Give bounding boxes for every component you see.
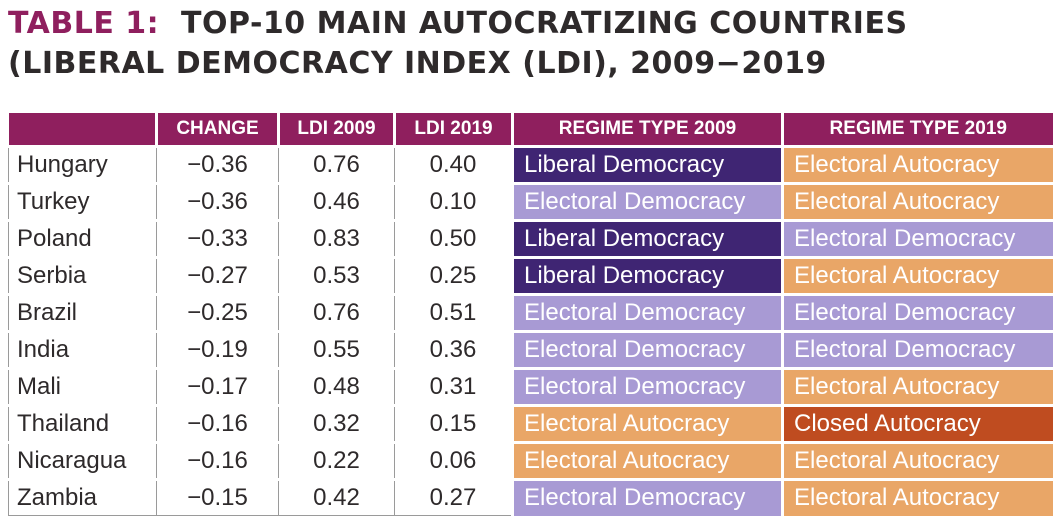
regime-2009-cell: Electoral Democracy bbox=[511, 182, 783, 221]
change-cell: −0.17 bbox=[156, 367, 279, 406]
table-row: Zambia −0.15 0.42 0.27 Electoral Democra… bbox=[8, 478, 1053, 516]
header-change: CHANGE bbox=[155, 113, 279, 147]
country-cell: Serbia bbox=[8, 256, 157, 295]
regime-2019-cell: Electoral Autocracy bbox=[781, 367, 1053, 406]
change-cell: −0.25 bbox=[156, 293, 279, 332]
table-title: TABLE 1: TOP-10 MAIN AUTOCRATIZING COUNT… bbox=[8, 4, 908, 84]
regime-2019-cell: Electoral Autocracy bbox=[781, 441, 1053, 480]
regime-2009-cell: Liberal Democracy bbox=[511, 145, 783, 184]
title-line-1: TABLE 1: TOP-10 MAIN AUTOCRATIZING COUNT… bbox=[8, 4, 908, 44]
country-cell: Brazil bbox=[8, 293, 157, 332]
ldi-2009-cell: 0.42 bbox=[278, 478, 395, 516]
ldi-2019-cell: 0.51 bbox=[394, 293, 513, 332]
country-cell: Turkey bbox=[8, 182, 157, 221]
ldi-2009-cell: 0.53 bbox=[278, 256, 395, 295]
country-cell: Mali bbox=[8, 367, 157, 406]
regime-2009-cell: Electoral Democracy bbox=[511, 293, 783, 332]
regime-2009-cell: Electoral Autocracy bbox=[511, 404, 783, 443]
ldi-2009-cell: 0.22 bbox=[278, 441, 395, 480]
table-number-label: TABLE 1: bbox=[8, 6, 160, 41]
change-cell: −0.36 bbox=[156, 145, 279, 184]
header-country bbox=[8, 113, 157, 147]
header-regime-2019: REGIME TYPE 2019 bbox=[781, 113, 1053, 147]
regime-2019-cell: Electoral Democracy bbox=[781, 330, 1053, 369]
table-row: Serbia −0.27 0.53 0.25 Liberal Democracy… bbox=[8, 256, 1053, 295]
ldi-2019-cell: 0.40 bbox=[394, 145, 513, 184]
table-row: Turkey −0.36 0.46 0.10 Electoral Democra… bbox=[8, 182, 1053, 221]
regime-2009-cell: Electoral Democracy bbox=[511, 367, 783, 406]
change-cell: −0.15 bbox=[156, 478, 279, 516]
change-cell: −0.16 bbox=[156, 441, 279, 480]
regime-2019-cell: Electoral Autocracy bbox=[781, 182, 1053, 221]
title-text-1: TOP-10 MAIN AUTOCRATIZING COUNTRIES bbox=[181, 6, 908, 41]
table-row: Hungary −0.36 0.76 0.40 Liberal Democrac… bbox=[8, 145, 1053, 184]
table-header-row: CHANGE LDI 2009 LDI 2019 REGIME TYPE 200… bbox=[8, 113, 1053, 147]
country-cell: Zambia bbox=[8, 478, 157, 516]
ldi-2009-cell: 0.76 bbox=[278, 145, 395, 184]
ldi-2019-cell: 0.15 bbox=[394, 404, 513, 443]
ldi-2019-cell: 0.36 bbox=[394, 330, 513, 369]
regime-2009-cell: Liberal Democracy bbox=[511, 219, 783, 258]
title-line-2: (LIBERAL DEMOCRACY INDEX (LDI), 2009−201… bbox=[8, 46, 827, 81]
ldi-2009-cell: 0.55 bbox=[278, 330, 395, 369]
table-row: India −0.19 0.55 0.36 Electoral Democrac… bbox=[8, 330, 1053, 369]
header-regime-2009: REGIME TYPE 2009 bbox=[511, 113, 783, 147]
regime-2019-cell: Electoral Democracy bbox=[781, 219, 1053, 258]
ldi-2019-cell: 0.10 bbox=[394, 182, 513, 221]
country-cell: Hungary bbox=[8, 145, 157, 184]
table-row: Poland −0.33 0.83 0.50 Liberal Democracy… bbox=[8, 219, 1053, 258]
regime-2019-cell: Electoral Autocracy bbox=[781, 256, 1053, 295]
autocratizing-countries-table: CHANGE LDI 2009 LDI 2019 REGIME TYPE 200… bbox=[8, 113, 1053, 516]
change-cell: −0.19 bbox=[156, 330, 279, 369]
table-row: Mali −0.17 0.48 0.31 Electoral Democracy… bbox=[8, 367, 1053, 406]
regime-2009-cell: Electoral Autocracy bbox=[511, 441, 783, 480]
table-row: Thailand −0.16 0.32 0.15 Electoral Autoc… bbox=[8, 404, 1053, 443]
regime-2019-cell: Closed Autocracy bbox=[781, 404, 1053, 443]
ldi-2009-cell: 0.32 bbox=[278, 404, 395, 443]
regime-2009-cell: Liberal Democracy bbox=[511, 256, 783, 295]
ldi-2009-cell: 0.76 bbox=[278, 293, 395, 332]
regime-2009-cell: Electoral Democracy bbox=[511, 330, 783, 369]
regime-2019-cell: Electoral Democracy bbox=[781, 293, 1053, 332]
ldi-2019-cell: 0.50 bbox=[394, 219, 513, 258]
table-row: Brazil −0.25 0.76 0.51 Electoral Democra… bbox=[8, 293, 1053, 332]
change-cell: −0.16 bbox=[156, 404, 279, 443]
change-cell: −0.36 bbox=[156, 182, 279, 221]
country-cell: Nicaragua bbox=[8, 441, 157, 480]
country-cell: India bbox=[8, 330, 157, 369]
table-row: Nicaragua −0.16 0.22 0.06 Electoral Auto… bbox=[8, 441, 1053, 480]
change-cell: −0.27 bbox=[156, 256, 279, 295]
ldi-2019-cell: 0.27 bbox=[394, 478, 513, 516]
header-ldi-2019: LDI 2019 bbox=[393, 113, 513, 147]
regime-2009-cell: Electoral Democracy bbox=[511, 478, 783, 516]
ldi-2019-cell: 0.06 bbox=[394, 441, 513, 480]
regime-2019-cell: Electoral Autocracy bbox=[781, 145, 1053, 184]
regime-2019-cell: Electoral Autocracy bbox=[781, 478, 1053, 516]
change-cell: −0.33 bbox=[156, 219, 279, 258]
header-ldi-2009: LDI 2009 bbox=[277, 113, 395, 147]
ldi-2019-cell: 0.31 bbox=[394, 367, 513, 406]
country-cell: Thailand bbox=[8, 404, 157, 443]
ldi-2019-cell: 0.25 bbox=[394, 256, 513, 295]
country-cell: Poland bbox=[8, 219, 157, 258]
ldi-2009-cell: 0.83 bbox=[278, 219, 395, 258]
ldi-2009-cell: 0.48 bbox=[278, 367, 395, 406]
ldi-2009-cell: 0.46 bbox=[278, 182, 395, 221]
